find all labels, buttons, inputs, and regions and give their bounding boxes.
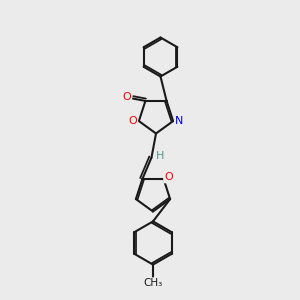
- Text: N: N: [175, 116, 183, 126]
- Text: O: O: [122, 92, 131, 102]
- Text: O: O: [128, 116, 137, 126]
- Text: H: H: [156, 151, 165, 161]
- Text: O: O: [164, 172, 173, 182]
- Text: CH₃: CH₃: [143, 278, 163, 288]
